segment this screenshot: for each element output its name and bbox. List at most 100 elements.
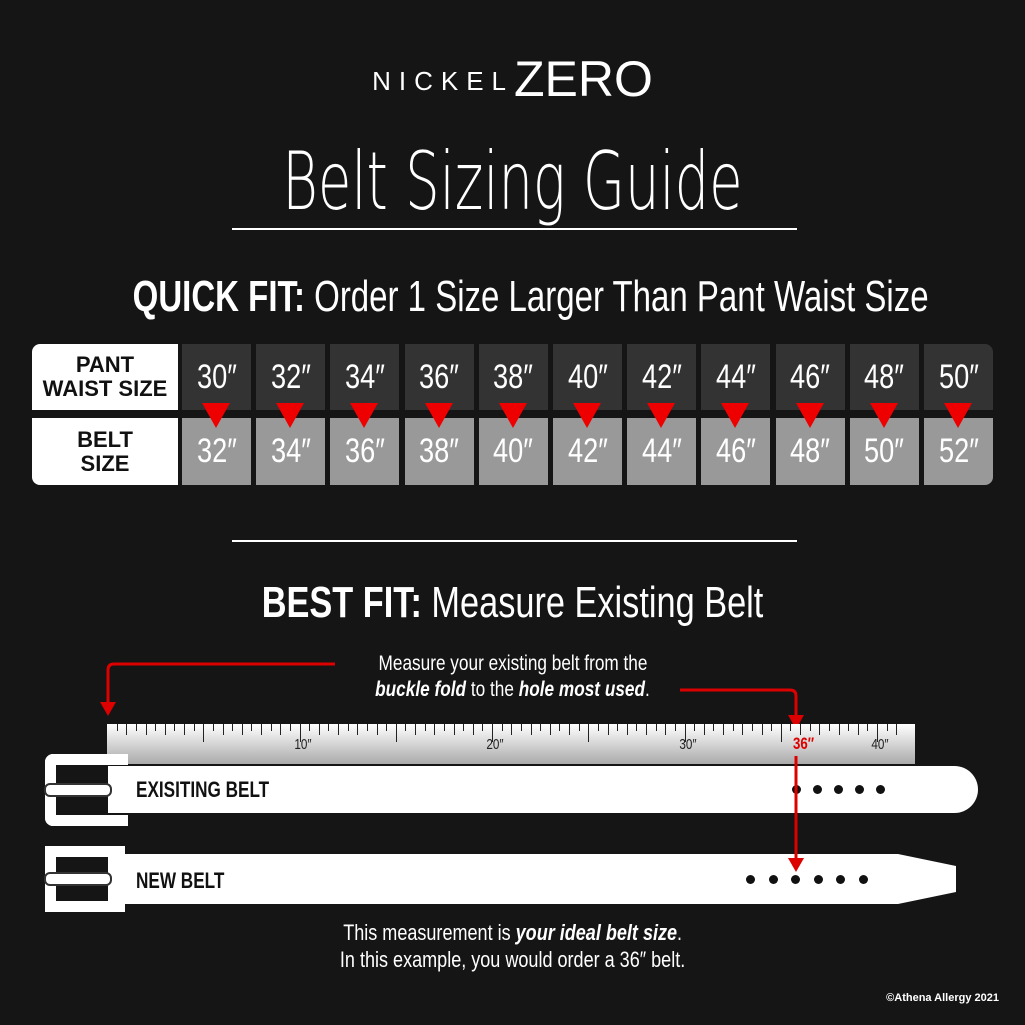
arrow-line-right	[680, 688, 798, 718]
pant-size-label: PANT WAIST SIZE	[32, 344, 178, 410]
ruler-tick	[665, 724, 667, 735]
belt-size-cell: 46″	[701, 418, 771, 485]
ruler-tick	[357, 724, 359, 735]
ruler-tick	[742, 724, 744, 735]
belt-size-cell: 48″	[775, 418, 845, 485]
pant-size-value: 34″	[344, 357, 385, 396]
result-line-2: In this example, you would order a 36″ b…	[0, 947, 1025, 973]
belt-hole	[768, 875, 778, 884]
new-buckle-prong	[44, 872, 112, 886]
ruler-tick	[376, 724, 378, 735]
ruler-highlight-label: 36″	[790, 734, 817, 754]
belt-size-cell: 36″	[330, 418, 400, 485]
quick-fit-label: QUICK FIT:	[132, 272, 305, 321]
ruler-tick	[232, 724, 234, 731]
ruler-tick	[520, 724, 522, 731]
instruction-line-1: Measure your existing belt from the	[0, 652, 1025, 676]
pant-size-cell: 42″	[627, 344, 697, 410]
ruler-tick	[646, 724, 647, 735]
pant-size-cell: 34″	[330, 344, 400, 410]
down-arrow-icon	[869, 403, 898, 428]
pant-size-cell: 44″	[701, 344, 771, 410]
highlight-text: 36″	[792, 734, 815, 753]
belt-hole	[746, 875, 755, 884]
ruler-tick	[867, 724, 869, 731]
belt-size-cell: 42″	[553, 418, 622, 485]
arrow-head-left	[100, 702, 116, 716]
pant-size-value: 40″	[567, 357, 608, 396]
title-underline	[232, 228, 797, 230]
ruler-tick	[530, 724, 532, 735]
ruler-tick	[261, 724, 262, 735]
belt-size-cell: 34″	[256, 418, 326, 485]
ruler-tick	[184, 724, 185, 735]
down-arrow-icon	[276, 403, 305, 428]
belt-hole	[836, 875, 845, 884]
result-line-1: This measurement is your ideal belt size…	[0, 920, 1025, 946]
best-fit-heading: BEST FIT: Measure Existing Belt	[0, 578, 1025, 628]
ruler-tick	[338, 724, 339, 735]
down-arrow-icon	[498, 403, 527, 428]
ruler-tick	[771, 724, 773, 731]
belt-size-value: 52″	[938, 432, 979, 470]
instruction-line-2: buckle fold to the hole most used.	[0, 678, 1025, 702]
pant-size-value: 36″	[419, 357, 460, 396]
label-line: SIZE	[80, 450, 130, 476]
ruler-label-text: 30″	[678, 736, 697, 753]
existing-belt: EXISITING BELT	[108, 766, 978, 813]
pant-size-cell: 36″	[404, 344, 474, 410]
ruler-tick	[328, 724, 330, 731]
ruler-tick	[723, 724, 724, 735]
ruler: 10″ 20″ 30″ 40″ 36″	[107, 724, 915, 764]
down-arrow-icon	[424, 403, 453, 428]
instruction-text: to the	[466, 678, 519, 701]
down-arrow-icon	[573, 403, 601, 428]
ruler-tick	[540, 724, 542, 731]
down-arrow-icon	[944, 403, 972, 428]
belt-hole	[858, 875, 868, 884]
pant-size-value: 38″	[493, 357, 534, 396]
ruler-tick	[684, 724, 686, 742]
ruler-tick	[569, 724, 570, 735]
existing-belt-label: EXISITING BELT	[136, 777, 270, 802]
pant-size-value: 44″	[715, 357, 756, 396]
belt-size-cell: 38″	[404, 418, 474, 485]
pant-size-value: 48″	[864, 357, 905, 396]
ruler-tick	[492, 724, 493, 742]
ruler-tick	[280, 724, 282, 735]
ruler-tick	[366, 724, 368, 731]
belt-hole	[813, 785, 822, 794]
result-text: .	[676, 920, 682, 945]
ruler-tick	[655, 724, 657, 731]
ruler-tick	[626, 724, 628, 735]
ruler-tick	[828, 724, 830, 731]
belt-size-cell: 32″	[182, 418, 251, 485]
instruction-text: Measure your existing belt from the	[378, 652, 647, 675]
copyright: ©Athena Allergy 2021	[886, 992, 999, 1004]
down-arrow-icon	[647, 403, 676, 428]
ruler-tick	[694, 724, 696, 731]
belt-size-value: 50″	[864, 432, 905, 470]
instruction-bold: hole most used	[518, 678, 646, 701]
ruler-tick	[126, 724, 128, 735]
title-text: Belt Sizing Guide	[282, 135, 743, 228]
belt-size-value: 48″	[790, 432, 831, 470]
ruler-tick	[800, 724, 801, 735]
ruler-tick	[270, 724, 272, 731]
ruler-tick	[472, 724, 474, 735]
belt-size-value: 38″	[419, 432, 460, 470]
ruler-tick	[424, 724, 426, 731]
logo: NICKELZERO	[0, 50, 1025, 108]
ruler-tick	[453, 724, 455, 735]
ruler-tick	[886, 724, 888, 731]
ruler-label: 20″	[484, 736, 506, 753]
ruler-tick	[877, 724, 878, 742]
belt-size-value: 36″	[344, 432, 385, 470]
section-divider	[232, 540, 797, 542]
ruler-tick	[819, 724, 821, 735]
ruler-tick	[193, 724, 195, 731]
ruler-tick	[299, 724, 301, 742]
ruler-tick	[241, 724, 243, 735]
pant-size-cell: 32″	[256, 344, 326, 410]
belt-hole	[876, 785, 885, 794]
